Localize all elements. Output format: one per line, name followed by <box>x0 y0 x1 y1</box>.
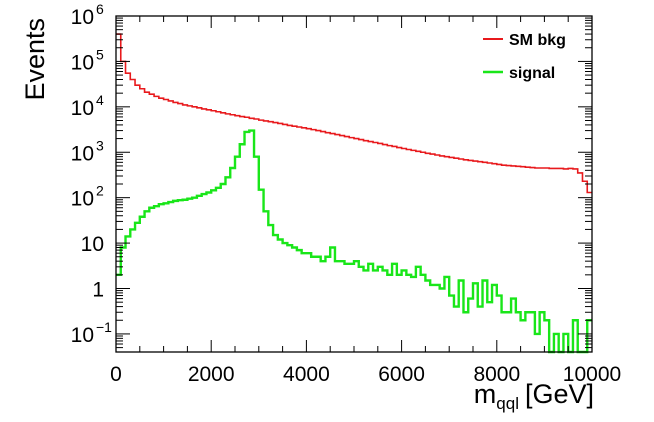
y-tick-label-exponent: −1 <box>96 319 112 335</box>
y-tick-label: 10 <box>71 188 94 211</box>
y-tick-label: 10 <box>71 6 94 29</box>
axis-ticks <box>115 15 593 353</box>
series-sm-bkg <box>116 33 592 194</box>
x-axis-label-unit: [GeV] <box>525 379 594 409</box>
plot-lines <box>116 33 592 354</box>
x-tick-label: 10000 <box>563 363 621 386</box>
legend-label-signal: signal <box>509 65 555 82</box>
legend-label-sm-bkg: SM bkg <box>509 32 566 49</box>
x-axis-label-main: m <box>474 379 497 409</box>
y-tick-label-exponent: 3 <box>96 137 104 153</box>
series-signal <box>116 129 592 354</box>
y-axis-label: Events <box>20 18 50 101</box>
x-axis-label-subscript: qql <box>496 394 519 413</box>
y-tick-label: 10 <box>71 97 94 120</box>
x-tick-label: 4000 <box>283 363 330 386</box>
y-tick-label-exponent: 6 <box>96 1 104 17</box>
x-tick-label: 0 <box>110 363 122 386</box>
y-tick-label: 10 <box>71 324 94 347</box>
legend: SM bkg signal <box>483 32 566 82</box>
x-tick-label: 2000 <box>188 363 235 386</box>
y-tick-label: 1 <box>92 279 104 302</box>
x-axis-label: mqql [GeV] <box>474 379 594 413</box>
y-tick-label-exponent: 4 <box>96 92 104 108</box>
y-tick-label: 10 <box>81 233 104 256</box>
x-tick-label: 8000 <box>473 363 520 386</box>
y-tick-label-exponent: 2 <box>96 183 104 199</box>
x-tick-label: 6000 <box>378 363 425 386</box>
y-tick-label: 10 <box>71 142 94 165</box>
y-tick-label: 10 <box>71 51 94 74</box>
y-tick-label-exponent: 5 <box>96 46 104 62</box>
